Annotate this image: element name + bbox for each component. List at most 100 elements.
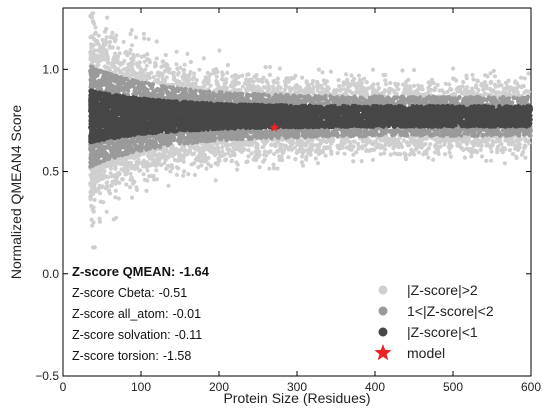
data-point	[194, 78, 199, 83]
data-point	[257, 153, 262, 158]
data-point	[126, 62, 131, 67]
data-point	[93, 30, 98, 35]
data-point	[303, 132, 308, 137]
data-point	[299, 160, 304, 165]
data-point	[184, 135, 189, 140]
data-point	[370, 95, 375, 100]
data-point	[255, 146, 260, 151]
data-point	[510, 141, 515, 146]
data-point	[507, 133, 512, 138]
data-point	[325, 86, 330, 92]
data-point	[470, 72, 475, 78]
data-point	[400, 82, 406, 87]
data-point	[277, 66, 282, 71]
data-point	[192, 71, 197, 76]
data-point	[514, 85, 520, 91]
data-point	[245, 83, 250, 88]
data-point	[433, 97, 439, 102]
data-point	[299, 139, 304, 144]
data-point	[356, 73, 361, 78]
data-point	[266, 84, 271, 89]
data-point	[470, 140, 475, 145]
points-layer	[88, 11, 533, 250]
data-point	[281, 147, 287, 152]
data-point	[424, 136, 429, 141]
data-point	[267, 64, 273, 70]
data-point	[141, 31, 146, 36]
data-point	[172, 88, 177, 93]
data-point	[269, 142, 274, 147]
data-point	[139, 54, 144, 60]
data-point	[181, 173, 186, 178]
data-point	[426, 130, 431, 135]
data-point	[96, 33, 101, 38]
data-point	[489, 149, 494, 154]
data-point	[386, 136, 391, 141]
data-point	[370, 129, 375, 134]
data-point	[329, 149, 334, 154]
data-point	[410, 149, 415, 154]
data-point	[97, 191, 103, 196]
data-point	[491, 68, 496, 73]
data-point	[204, 157, 209, 162]
data-point	[125, 53, 130, 58]
data-point	[478, 147, 483, 152]
data-point	[216, 156, 221, 161]
data-point	[202, 84, 207, 89]
data-point	[95, 48, 100, 53]
data-point	[160, 76, 165, 81]
data-point	[164, 133, 169, 138]
data-point	[201, 143, 206, 148]
data-point	[235, 146, 241, 152]
data-point	[145, 73, 150, 78]
data-point	[235, 137, 240, 142]
data-point	[233, 82, 238, 87]
data-point	[95, 177, 100, 182]
data-point	[461, 79, 466, 85]
data-point	[351, 96, 356, 101]
data-point	[254, 135, 259, 140]
data-point	[224, 77, 229, 82]
data-point	[265, 80, 270, 85]
data-point	[499, 142, 504, 147]
data-point	[357, 144, 362, 150]
data-point	[211, 148, 216, 153]
data-point	[101, 47, 106, 52]
data-point	[469, 147, 474, 152]
data-point	[103, 65, 109, 70]
data-point	[418, 95, 423, 100]
data-point	[138, 87, 143, 92]
data-point	[258, 77, 263, 83]
data-point	[292, 145, 297, 150]
data-point	[138, 168, 143, 173]
data-point	[206, 161, 211, 167]
data-point	[416, 144, 421, 149]
data-point	[200, 154, 205, 159]
data-point	[165, 89, 170, 94]
data-point	[262, 132, 267, 138]
data-point	[101, 200, 106, 205]
data-point	[492, 96, 497, 101]
data-point	[179, 137, 185, 142]
data-point	[280, 151, 285, 156]
data-point	[469, 154, 474, 159]
data-point	[496, 129, 501, 134]
data-point	[358, 77, 363, 82]
data-point	[174, 49, 179, 54]
data-point	[256, 92, 261, 97]
data-point	[89, 162, 94, 167]
data-point	[111, 153, 116, 158]
data-point	[387, 90, 392, 95]
data-point	[435, 82, 440, 87]
data-point	[444, 135, 449, 140]
data-point	[414, 139, 419, 144]
data-point	[420, 100, 425, 105]
data-point	[322, 95, 327, 100]
data-point	[331, 137, 336, 142]
data-point	[88, 155, 93, 160]
data-point	[522, 76, 527, 81]
data-point	[159, 72, 164, 77]
data-point	[454, 129, 459, 134]
data-point	[400, 131, 406, 136]
data-point	[152, 89, 157, 94]
